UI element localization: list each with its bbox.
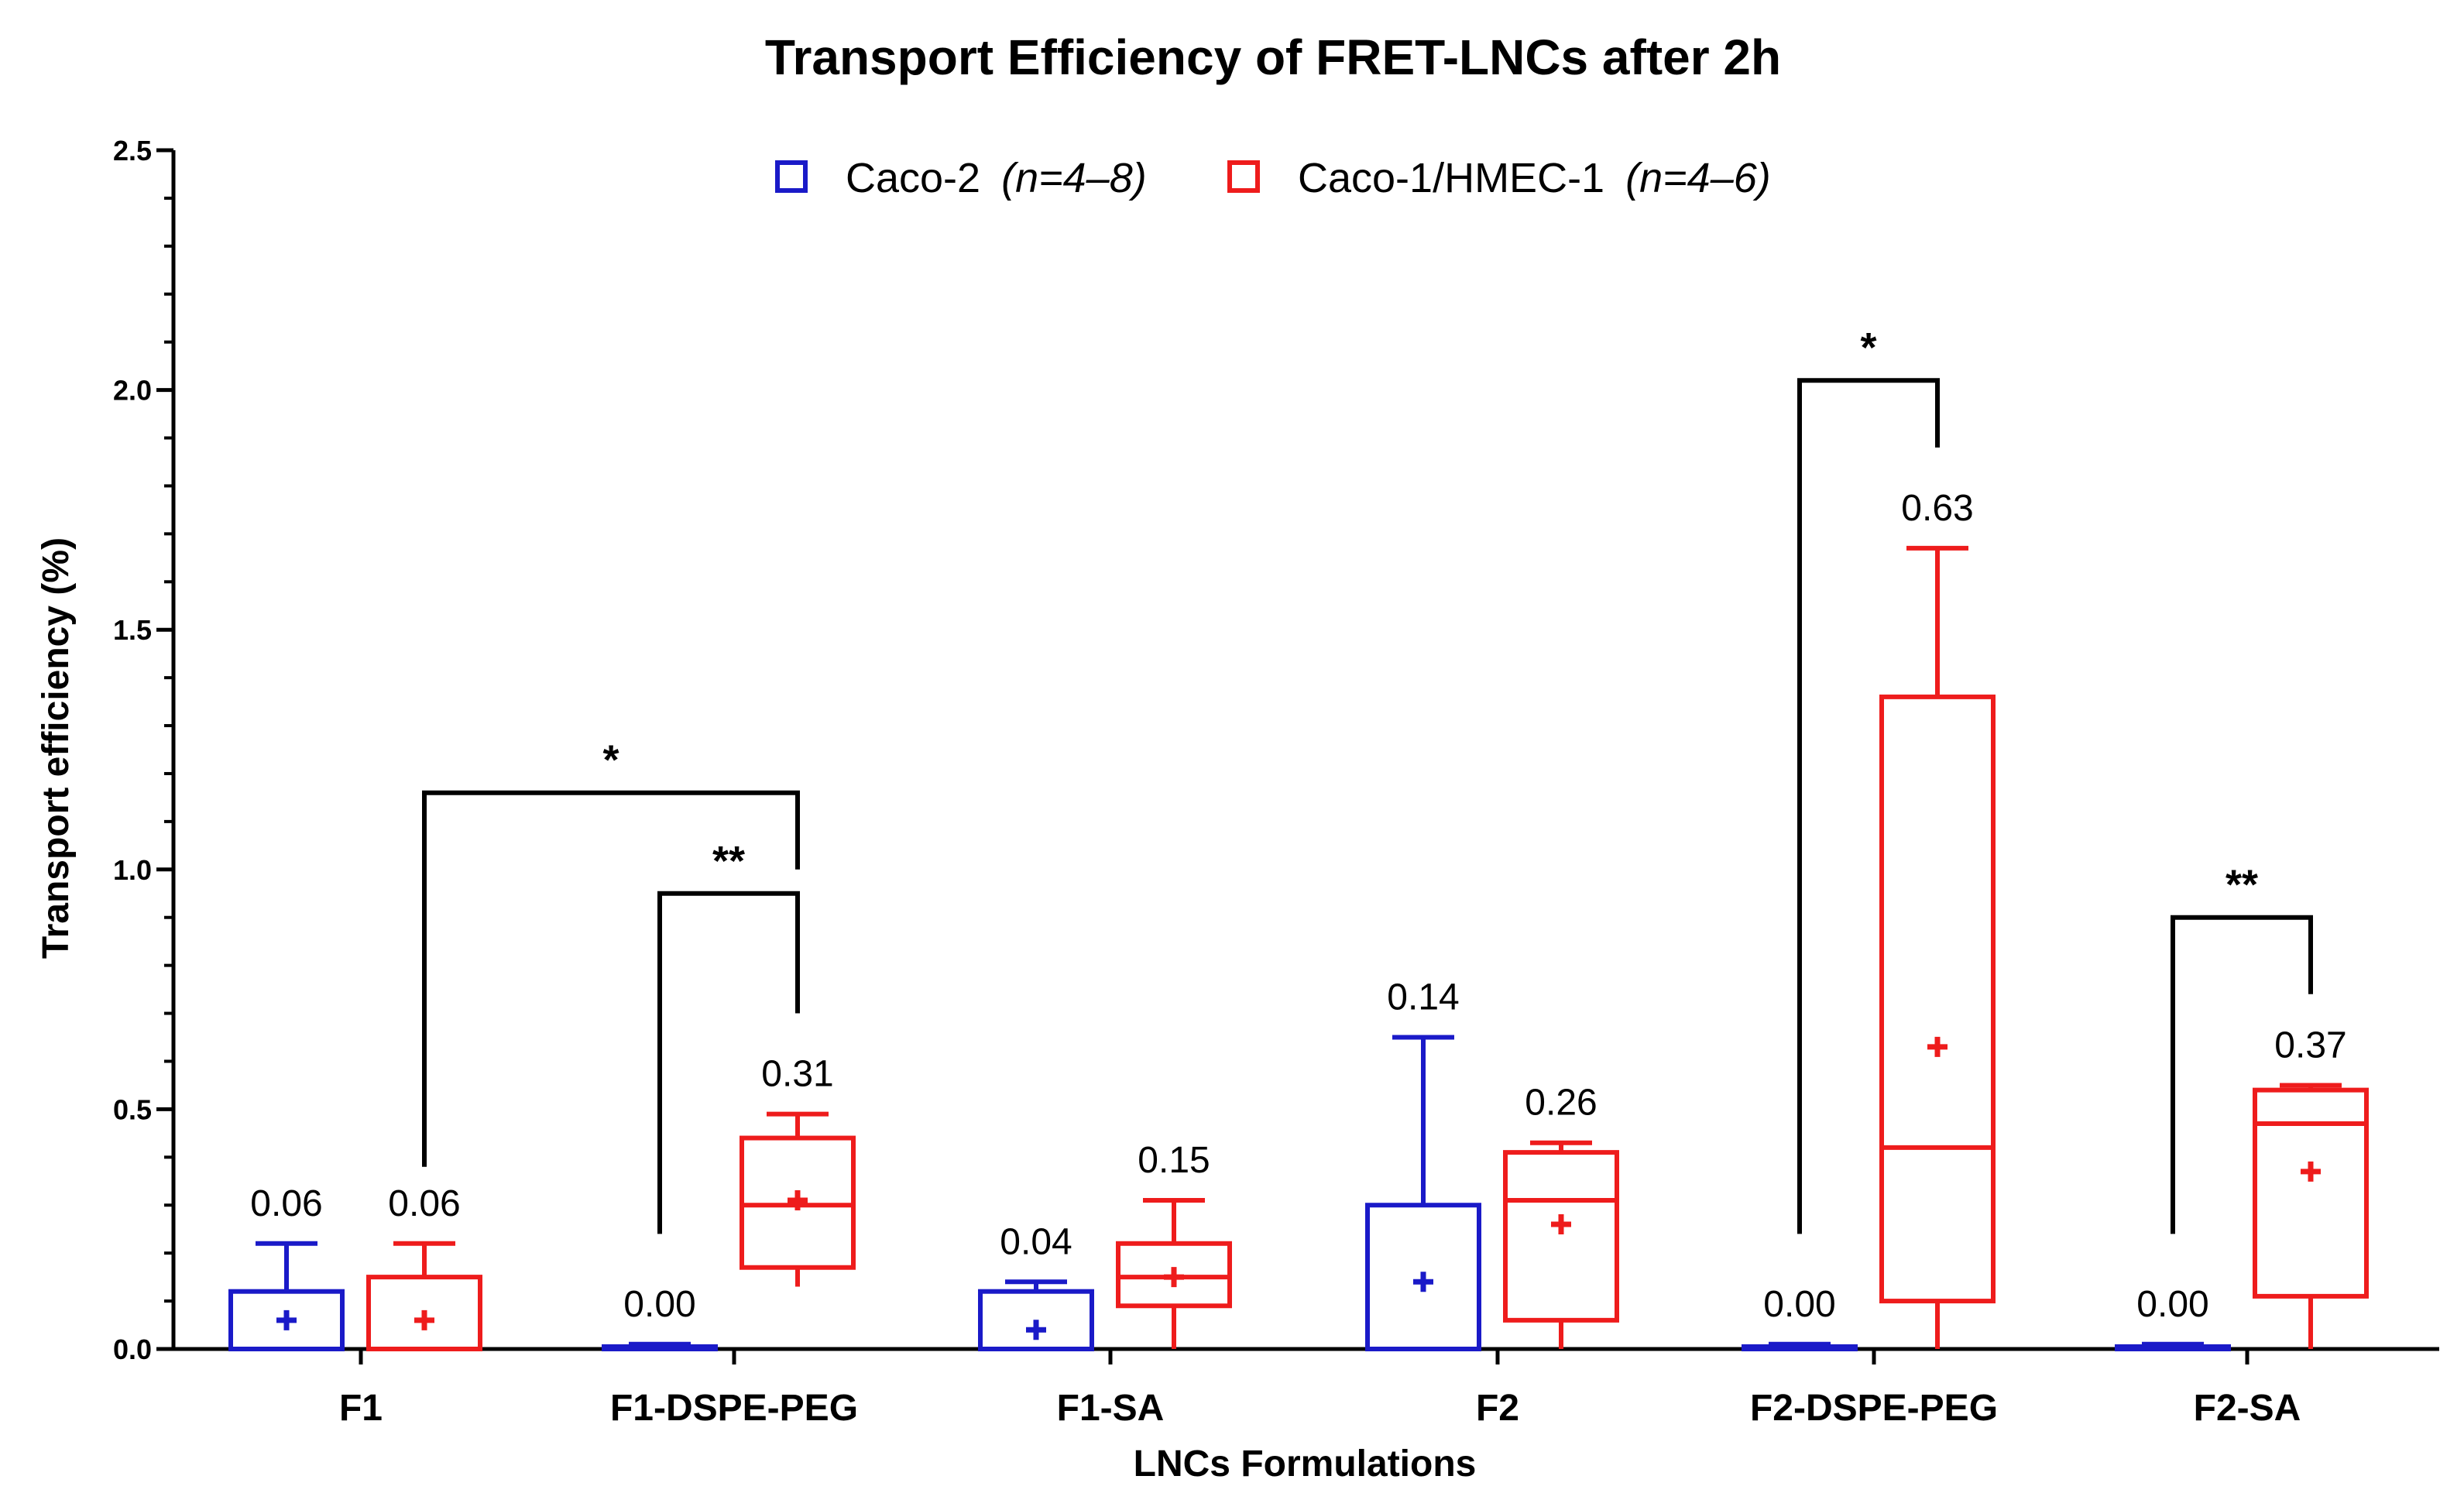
legend-swatch-caco-2 (775, 160, 808, 193)
mean-value-label: 0.63 (1901, 488, 1973, 529)
box-iqr (1365, 1203, 1481, 1351)
mean-value-label: 0.26 (1525, 1083, 1597, 1124)
significance-label: * (1860, 324, 1876, 371)
significance-bracket (657, 891, 800, 1234)
legend-n-label: (n=4–8) (1001, 155, 1147, 201)
mean-value-label: 0.04 (1000, 1221, 1072, 1262)
legend-swatch-caco-1-hmec-1 (1227, 160, 1260, 193)
legend: Caco-2 (n=4–8) Caco-1/HMEC-1 (n=4–6) (775, 155, 1771, 201)
box-iqr (978, 1289, 1094, 1352)
significance-bracket (1797, 378, 1940, 1234)
box-iqr (2115, 1344, 2231, 1352)
mean-value-label: 0.14 (1387, 977, 1459, 1018)
mean-value-label: 0.15 (1138, 1140, 1210, 1181)
mean-marker (1551, 1214, 1571, 1235)
x-tick-label: F2-DSPE-PEG (1750, 1388, 1998, 1429)
box-iqr (1116, 1241, 1232, 1309)
box-iqr (1742, 1344, 1858, 1352)
y-tick-label: 1.5 (113, 614, 152, 646)
y-tick-label: 2.0 (113, 375, 152, 407)
x-tick-label: F2 (1476, 1388, 1519, 1429)
chart-title: Transport Efficiency of FRET-LNCs after … (765, 29, 1781, 85)
y-tick-label: 2.5 (113, 135, 152, 166)
box-iqr (2253, 1087, 2369, 1299)
y-axis-title: Transport efficiency (%) (36, 537, 77, 959)
mean-value-label: 0.06 (250, 1183, 322, 1224)
mean-value-label: 0.37 (2274, 1025, 2346, 1066)
box-iqr (366, 1275, 482, 1351)
mean-marker (1026, 1320, 1046, 1340)
legend-label-caco-1-hmec-1: Caco-1/HMEC-1 (n=4–6) (1298, 155, 1771, 201)
legend-series-name: Caco-1/HMEC-1 (1298, 155, 1604, 201)
mean-marker (1927, 1036, 1948, 1057)
mean-marker (2301, 1161, 2321, 1182)
box-iqr (740, 1135, 856, 1270)
box-iqr (602, 1344, 718, 1352)
box-iqr (1503, 1150, 1619, 1323)
mean-marker (1413, 1272, 1433, 1292)
x-tick-label: F1-SA (1057, 1388, 1165, 1429)
mean-value-label: 0.00 (2136, 1284, 2208, 1325)
legend-n-label: (n=4–6) (1625, 155, 1771, 201)
plot-area: 0.0 0.5 1.0 1.5 2.0 2.5 F1 F1-DSPE-PEG F1-SA F2 F2… (113, 135, 2439, 1429)
mean-value-label: 0.00 (623, 1284, 695, 1325)
x-tick-label: F2-SA (2194, 1388, 2301, 1429)
significance-label: ** (712, 838, 745, 884)
mean-marker (276, 1309, 297, 1330)
mean-marker (1164, 1267, 1184, 1288)
y-tick-label: 1.0 (113, 854, 152, 886)
box-iqr (1879, 694, 1996, 1304)
box-iqr (228, 1289, 345, 1352)
x-axis-title: LNCs Formulations (1134, 1443, 1477, 1485)
significance-label: ** (2225, 862, 2258, 908)
x-tick-label: F1-DSPE-PEG (610, 1388, 858, 1429)
legend-label-caco-2: Caco-2 (n=4–8) (846, 155, 1147, 201)
significance-bracket (422, 790, 800, 1167)
mean-value-label: 0.06 (388, 1183, 460, 1224)
legend-series-name: Caco-2 (846, 155, 980, 201)
significance-label: * (602, 737, 619, 784)
x-tick-label: F1 (339, 1388, 383, 1429)
mean-marker (414, 1309, 434, 1330)
mean-value-label: 0.31 (761, 1054, 833, 1095)
mean-marker (788, 1190, 808, 1211)
significance-bracket (2171, 915, 2313, 1234)
y-tick-label: 0.0 (113, 1334, 152, 1365)
y-tick-label: 0.5 (113, 1093, 152, 1125)
mean-value-label: 0.00 (1763, 1284, 1835, 1325)
